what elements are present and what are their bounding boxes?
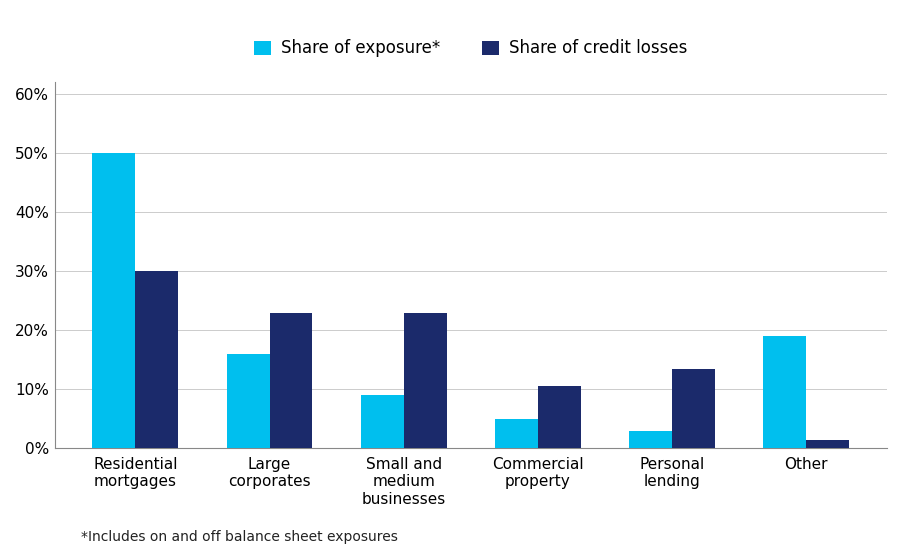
Bar — [270, 312, 312, 449]
Bar — [361, 395, 404, 449]
Bar — [763, 336, 806, 449]
Bar — [538, 386, 581, 449]
Text: *Includes on and off balance sheet exposures: *Includes on and off balance sheet expos… — [81, 529, 398, 544]
Bar — [135, 271, 179, 449]
Bar — [92, 153, 135, 449]
Bar — [806, 440, 849, 449]
Bar — [672, 369, 715, 449]
Bar — [226, 354, 270, 449]
Bar — [495, 419, 538, 449]
Bar — [629, 431, 672, 449]
Legend: Share of exposure*, Share of credit losses: Share of exposure*, Share of credit loss… — [254, 40, 687, 58]
Bar — [404, 312, 446, 449]
